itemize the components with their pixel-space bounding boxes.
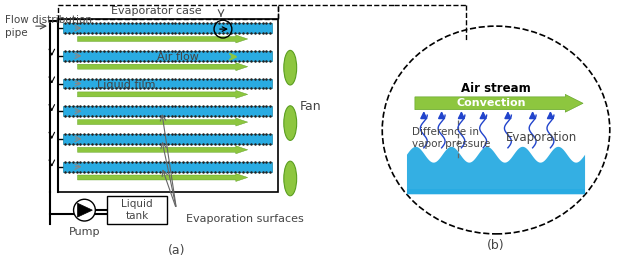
Bar xyxy=(62,134,273,144)
FancyArrow shape xyxy=(77,174,248,181)
Bar xyxy=(62,51,273,61)
Bar xyxy=(62,23,273,33)
Text: Convection: Convection xyxy=(456,98,526,108)
Bar xyxy=(107,196,167,224)
Text: Air stream: Air stream xyxy=(461,82,531,95)
FancyArrow shape xyxy=(77,146,248,154)
Bar xyxy=(407,189,585,194)
Ellipse shape xyxy=(284,106,296,140)
Text: Evaporation: Evaporation xyxy=(506,132,577,144)
Circle shape xyxy=(74,199,95,221)
FancyArrow shape xyxy=(77,63,248,71)
Text: Liquid
tank: Liquid tank xyxy=(121,199,153,221)
Ellipse shape xyxy=(284,161,296,196)
Text: (b): (b) xyxy=(487,239,505,252)
Text: Evaporator case: Evaporator case xyxy=(111,6,202,16)
Bar xyxy=(58,5,278,19)
Text: Pump: Pump xyxy=(69,227,100,237)
Bar xyxy=(58,19,278,192)
Bar xyxy=(62,162,273,171)
FancyArrow shape xyxy=(77,35,248,43)
Text: (a): (a) xyxy=(168,244,185,257)
FancyArrow shape xyxy=(77,90,248,98)
FancyArrow shape xyxy=(77,118,248,126)
Text: Evaporation surfaces: Evaporation surfaces xyxy=(187,214,304,224)
Text: Air flow: Air flow xyxy=(157,52,198,62)
Text: Liquid film: Liquid film xyxy=(97,80,156,91)
Ellipse shape xyxy=(284,50,296,85)
Text: Fan: Fan xyxy=(300,100,322,113)
FancyArrow shape xyxy=(415,94,583,112)
Text: Flow distribution
pipe: Flow distribution pipe xyxy=(5,15,92,38)
Bar xyxy=(62,79,273,88)
Text: Difference in
vapor pressure: Difference in vapor pressure xyxy=(412,127,490,149)
Bar xyxy=(62,106,273,116)
Polygon shape xyxy=(77,203,92,217)
